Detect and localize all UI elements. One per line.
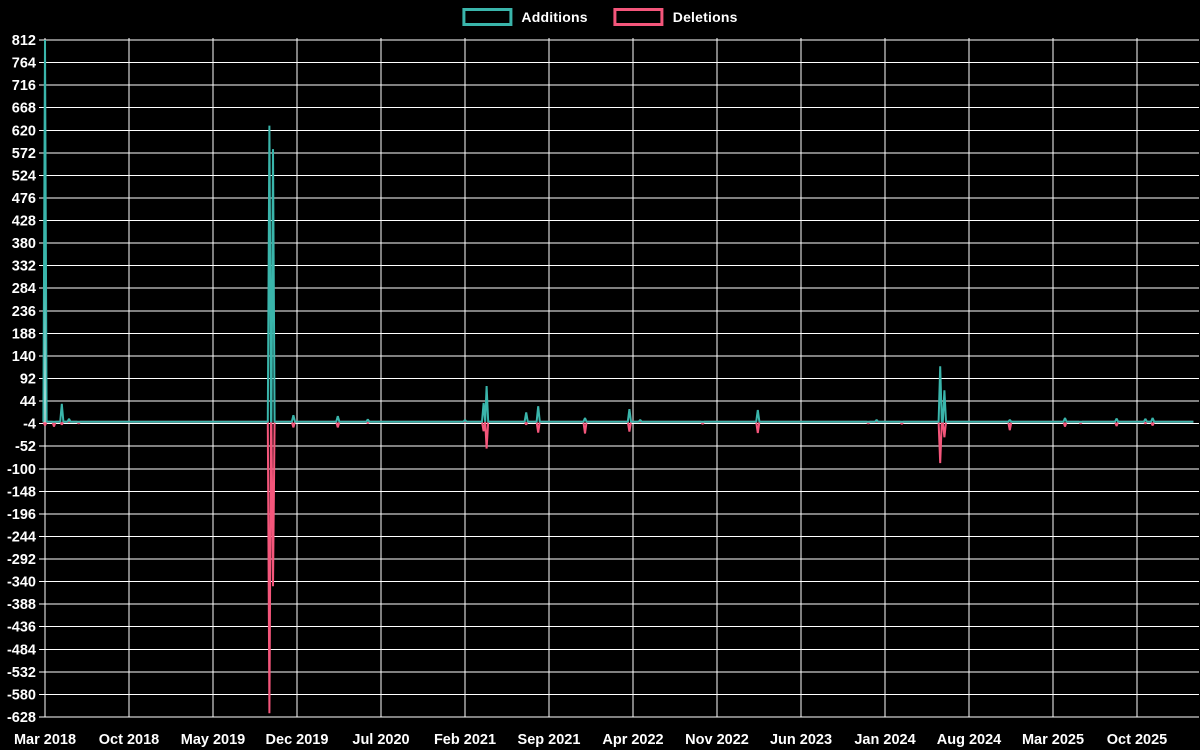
additions-line	[42, 39, 1194, 423]
x-tick-label: Jun 2023	[770, 732, 832, 748]
x-tick-label: Oct 2018	[99, 732, 159, 748]
y-tick-label: -340	[7, 575, 36, 591]
y-tick-label: 812	[12, 33, 36, 49]
y-tick-label: -628	[7, 710, 36, 726]
deletions-line	[42, 420, 1194, 714]
deletions-swatch-icon	[613, 8, 664, 26]
additions-swatch-icon	[462, 8, 513, 26]
y-tick-label: 764	[12, 56, 36, 72]
x-tick-label: Sep 2021	[518, 732, 581, 748]
y-tick-label: 572	[12, 146, 36, 162]
x-tick-label: Nov 2022	[685, 732, 749, 748]
y-tick-label: -484	[7, 642, 36, 658]
x-tick-label: Mar 2018	[14, 732, 76, 748]
additions-legend-label: Additions	[521, 9, 588, 25]
y-tick-label: -580	[7, 687, 36, 703]
y-tick-label: 44	[20, 394, 36, 410]
x-tick-label: Jan 2024	[854, 732, 915, 748]
y-tick-label: -100	[7, 462, 36, 478]
x-tick-label: Mar 2025	[1022, 732, 1084, 748]
legend-item-additions: Additions	[462, 8, 588, 26]
y-tick-label: 140	[12, 349, 36, 365]
x-tick-label: Dec 2019	[266, 732, 329, 748]
y-tick-label: -244	[7, 529, 36, 545]
x-tick-label: May 2019	[181, 732, 246, 748]
y-tick-label: -436	[7, 620, 36, 636]
x-tick-label: Feb 2021	[434, 732, 496, 748]
y-tick-label: -292	[7, 552, 36, 568]
y-tick-label: -52	[15, 439, 36, 455]
y-tick-label: 284	[12, 281, 36, 297]
y-tick-label: 380	[12, 236, 36, 252]
y-tick-label: 188	[12, 326, 36, 342]
y-tick-label: 476	[12, 191, 36, 207]
y-tick-label: 716	[12, 78, 36, 94]
y-tick-label: 428	[12, 214, 36, 230]
y-tick-label: -196	[7, 507, 36, 523]
y-tick-label: -148	[7, 484, 36, 500]
legend-item-deletions: Deletions	[613, 8, 738, 26]
y-tick-label: -4	[23, 417, 36, 433]
y-tick-label: 668	[12, 101, 36, 117]
x-tick-label: Apr 2022	[602, 732, 663, 748]
deletions-legend-label: Deletions	[672, 9, 738, 25]
x-tick-label: Aug 2024	[937, 732, 1001, 748]
y-tick-label: 332	[12, 259, 36, 275]
x-tick-label: Oct 2025	[1107, 732, 1167, 748]
y-tick-label: 92	[20, 372, 36, 388]
x-tick-label: Jul 2020	[352, 732, 409, 748]
y-tick-label: -532	[7, 665, 36, 681]
y-tick-label: -388	[7, 597, 36, 613]
chart-legend: Additions Deletions	[462, 8, 737, 26]
y-tick-label: 524	[12, 168, 36, 184]
y-tick-label: 620	[12, 123, 36, 139]
y-tick-label: 236	[12, 304, 36, 320]
